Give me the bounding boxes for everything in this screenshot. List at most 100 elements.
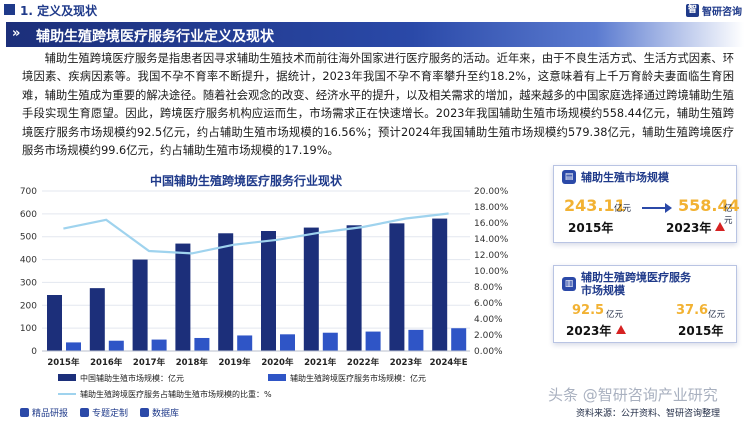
description-paragraph: 辅助生殖跨境医疗服务是指患者因寻求辅助生殖技术而前往海外国家进行医疗服务的活动。…	[22, 52, 734, 158]
y-left-tick-label: 200	[20, 301, 37, 311]
y-right-tick-label: 14.00%	[474, 235, 509, 245]
cross-border-card: ▥ 辅助生殖跨境医疗服务 市场规模 92.5 亿元 37.6 亿元 2023年 …	[553, 265, 737, 343]
brand-logo-icon: 智	[686, 4, 699, 17]
y-left-tick-label: 100	[20, 324, 37, 334]
increase-arrow-icon	[616, 325, 626, 334]
y-left-tick-label: 400	[20, 256, 37, 266]
cross-border-2023-year: 2023年	[566, 324, 612, 338]
brand-name: 智研咨询	[702, 7, 742, 18]
y-right-tick-label: 2.00%	[474, 331, 503, 341]
footer-link-database[interactable]: 数据库	[140, 406, 179, 419]
cross-border-card-title-line1: 辅助生殖跨境医疗服务	[581, 271, 691, 284]
market-size-2015-unit: 亿元	[614, 204, 632, 214]
footer: 精品研报 专题定制 数据库 资料来源：公开资料、智研咨询整理	[0, 403, 750, 421]
database-icon	[140, 408, 149, 417]
arrow-right-icon	[642, 203, 672, 213]
bar-market-size	[389, 223, 405, 351]
watermark: 头条 @智研咨询产业研究	[548, 386, 718, 404]
bar-market-size	[132, 259, 148, 351]
bar-market-size	[432, 218, 448, 351]
cross-border-card-header: ▥ 辅助生殖跨境医疗服务 市场规模	[554, 269, 691, 299]
chevron-right-icon: »	[12, 26, 21, 41]
market-size-card: ▤ 辅助生殖市场规模 243.11 亿元 558.44 亿元 2015年 202…	[553, 165, 740, 243]
footer-link-custom[interactable]: 专题定制	[80, 406, 128, 419]
bar-chart-icon: ▥	[562, 277, 576, 291]
top-bar: 1. 定义及现状 智 智研咨询	[0, 0, 750, 20]
y-right-tick-label: 12.00%	[474, 251, 509, 261]
bar-market-size	[175, 243, 191, 351]
footer-link-reports-label: 精品研报	[32, 409, 69, 419]
cross-border-2015-unit: 亿元	[708, 310, 726, 320]
y-right-tick-label: 20.00%	[474, 187, 509, 197]
footer-link-database-label: 数据库	[152, 409, 180, 419]
cross-border-card-title: 辅助生殖跨境医疗服务 市场规模	[581, 271, 691, 297]
bar-market-size	[89, 288, 105, 351]
bar-cross-border-size	[280, 334, 295, 351]
market-size-2015-value: 243.11	[564, 196, 626, 215]
y-left-tick-label: 0	[31, 347, 37, 357]
bar-cross-border-size	[194, 337, 210, 351]
market-size-card-header: ▤ 辅助生殖市场规模	[554, 166, 669, 188]
cross-border-2023-value: 92.5	[572, 303, 605, 318]
legend-label-market: 中国辅助生殖市场规模：亿元	[80, 373, 184, 383]
bar-cross-border-size	[151, 339, 167, 351]
bar-cross-border-size	[66, 342, 81, 351]
cross-border-2023-unit: 亿元	[606, 310, 624, 320]
source-note: 资料来源：公开资料、智研咨询整理	[575, 409, 720, 419]
x-tick-label: 2018年	[176, 357, 209, 368]
y-right-tick-label: 10.00%	[474, 267, 509, 277]
bar-cross-border-size	[237, 335, 253, 351]
x-tick-label: 2019年	[219, 357, 252, 368]
bar-market-size	[303, 227, 319, 351]
y-left-tick-label: 500	[20, 233, 37, 243]
y-right-tick-label: 0.00%	[474, 347, 503, 357]
brand: 智 智研咨询	[686, 3, 742, 18]
bar-cross-border-size	[451, 328, 467, 351]
x-tick-label: 2016年	[90, 357, 123, 368]
report-icon	[20, 408, 29, 417]
chart-title: 中国辅助生殖跨境医疗服务行业现状	[150, 174, 343, 188]
y-right-tick-label: 16.00%	[474, 219, 509, 229]
bar-cross-border-size	[408, 329, 424, 351]
y-left-tick-label: 700	[20, 187, 37, 197]
x-tick-label: 2015年	[47, 357, 80, 368]
y-right-tick-label: 18.00%	[474, 203, 509, 213]
x-tick-label: 2017年	[133, 357, 166, 368]
y-right-tick-label: 6.00%	[474, 299, 503, 309]
market-size-2023-year: 2023年	[666, 221, 712, 235]
legend-label-share: 辅助生殖跨境医疗服务占辅助生殖市场规模的比重：%	[80, 389, 272, 399]
legend-swatch-market	[58, 374, 76, 381]
title-bar: » 辅助生殖跨境医疗服务行业定义及现状	[6, 22, 744, 47]
bar-market-size	[47, 295, 62, 351]
section-marker-icon	[4, 4, 15, 15]
x-tick-label: 2023年	[390, 357, 423, 368]
share-line	[63, 212, 449, 255]
footer-link-reports[interactable]: 精品研报	[20, 406, 68, 419]
bar-market-size	[346, 225, 362, 351]
y-left-tick-label: 600	[20, 210, 37, 220]
cross-border-2015-year: 2015年	[678, 324, 724, 338]
x-tick-label: 2020年	[261, 357, 294, 368]
x-tick-label: 2022年	[347, 357, 380, 368]
x-tick-label: 2021年	[304, 357, 337, 368]
section-title: 1. 定义及现状	[20, 4, 98, 18]
cross-border-2015-value: 37.6	[676, 303, 709, 318]
bar-cross-border-size	[365, 331, 381, 351]
footer-link-custom-label: 专题定制	[92, 409, 129, 419]
market-size-2023-value: 558.44	[678, 196, 740, 215]
legend-swatch-cross-border	[268, 374, 286, 381]
bar-cross-border-size	[108, 340, 124, 351]
bar-market-size	[218, 233, 234, 351]
increase-arrow-icon	[715, 222, 725, 231]
legend-label-cross-border: 辅助生殖跨境医疗服务市场规模：亿元	[290, 373, 426, 383]
market-size-card-title: 辅助生殖市场规模	[581, 170, 669, 184]
market-size-2015-year: 2015年	[568, 221, 614, 235]
custom-icon	[80, 408, 89, 417]
document-icon: ▤	[562, 170, 576, 184]
y-left-tick-label: 300	[20, 278, 37, 288]
market-size-2023-unit: 亿元	[724, 204, 733, 226]
y-right-tick-label: 8.00%	[474, 283, 503, 293]
y-right-tick-label: 4.00%	[474, 315, 503, 325]
bar-market-size	[261, 231, 276, 351]
bar-cross-border-size	[322, 332, 338, 351]
